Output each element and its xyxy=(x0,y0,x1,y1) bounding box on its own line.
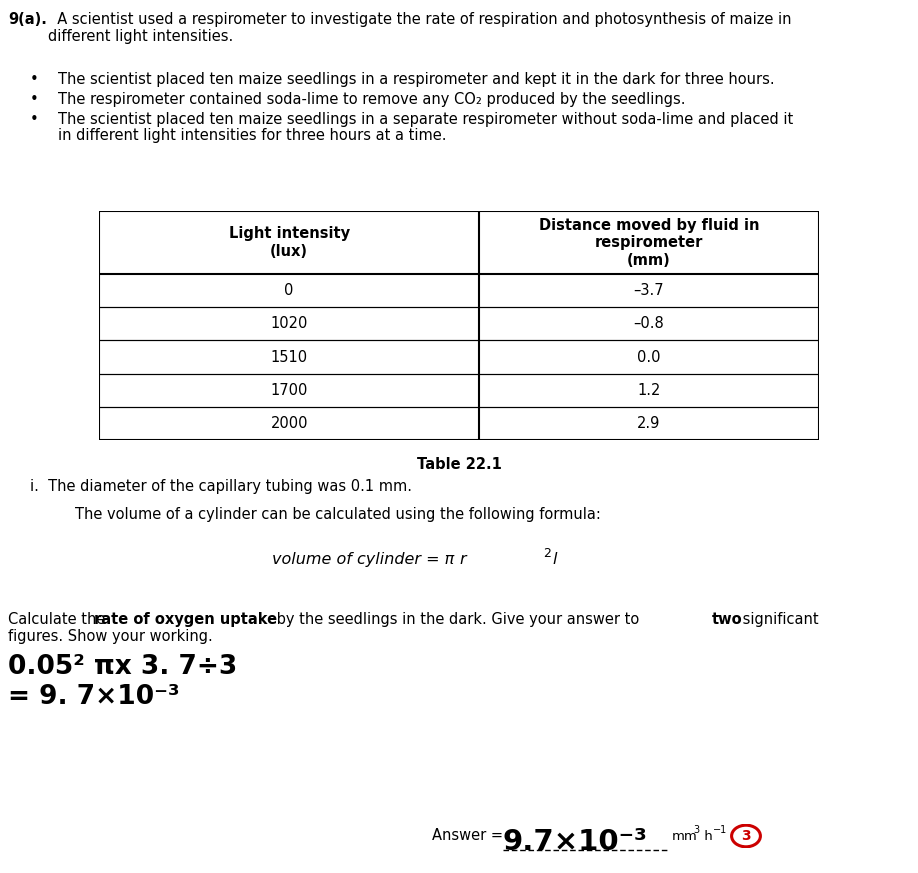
Text: Calculate the: Calculate the xyxy=(8,612,110,627)
Text: The respirometer contained soda-lime to remove any CO₂ produced by the seedlings: The respirometer contained soda-lime to … xyxy=(58,92,686,107)
Text: Light intensity
(lux): Light intensity (lux) xyxy=(229,226,350,259)
Text: The scientist placed ten maize seedlings in a separate respirometer without soda: The scientist placed ten maize seedlings… xyxy=(58,112,793,127)
Text: in different light intensities for three hours at a time.: in different light intensities for three… xyxy=(58,128,446,143)
Text: volume of cylinder = π: volume of cylinder = π xyxy=(272,552,459,567)
Text: 1.2: 1.2 xyxy=(637,382,661,398)
Text: Distance moved by fluid in
respirometer
(mm): Distance moved by fluid in respirometer … xyxy=(539,217,759,268)
Text: •: • xyxy=(30,92,39,107)
Text: 2.9: 2.9 xyxy=(637,416,661,431)
Text: 2: 2 xyxy=(543,547,551,560)
Text: –3.7: –3.7 xyxy=(633,283,665,299)
Text: r: r xyxy=(459,552,465,567)
Text: A scientist used a respirometer to investigate the rate of respiration and photo: A scientist used a respirometer to inves… xyxy=(48,12,791,45)
Text: two: two xyxy=(712,612,743,627)
Text: –0.8: –0.8 xyxy=(633,316,665,332)
Text: The scientist placed ten maize seedlings in a respirometer and kept it in the da: The scientist placed ten maize seedlings… xyxy=(58,72,775,87)
Text: 1020: 1020 xyxy=(271,316,308,332)
Text: Table 22.1: Table 22.1 xyxy=(417,457,501,472)
Text: −1: −1 xyxy=(713,825,727,835)
Text: 3: 3 xyxy=(741,829,751,843)
Text: The volume of a cylinder can be calculated using the following formula:: The volume of a cylinder can be calculat… xyxy=(75,507,601,522)
Text: 3: 3 xyxy=(693,825,700,835)
Text: •: • xyxy=(30,112,39,127)
Text: figures. Show your working.: figures. Show your working. xyxy=(8,629,213,644)
Text: 2000: 2000 xyxy=(271,416,308,431)
Text: = 9. 7×10⁻³: = 9. 7×10⁻³ xyxy=(8,684,180,710)
Text: •: • xyxy=(30,72,39,87)
Text: by the seedlings in the dark. Give your answer to: by the seedlings in the dark. Give your … xyxy=(272,612,644,627)
Text: significant: significant xyxy=(738,612,819,627)
Text: mm: mm xyxy=(672,830,698,843)
Text: 9.7×10⁻³: 9.7×10⁻³ xyxy=(503,828,648,856)
Text: i.  The diameter of the capillary tubing was 0.1 mm.: i. The diameter of the capillary tubing … xyxy=(30,479,412,494)
Text: 1510: 1510 xyxy=(271,349,308,365)
Text: h: h xyxy=(700,830,712,843)
Text: rate of oxygen uptake: rate of oxygen uptake xyxy=(94,612,277,627)
Text: 0.0: 0.0 xyxy=(637,349,661,365)
Text: 1700: 1700 xyxy=(271,382,308,398)
Text: Answer =: Answer = xyxy=(432,828,508,843)
Text: 0: 0 xyxy=(285,283,294,299)
Text: 0.05² πx 3. 7÷3: 0.05² πx 3. 7÷3 xyxy=(8,654,237,680)
Text: 9(a).: 9(a). xyxy=(8,12,47,27)
Text: l: l xyxy=(552,552,556,567)
